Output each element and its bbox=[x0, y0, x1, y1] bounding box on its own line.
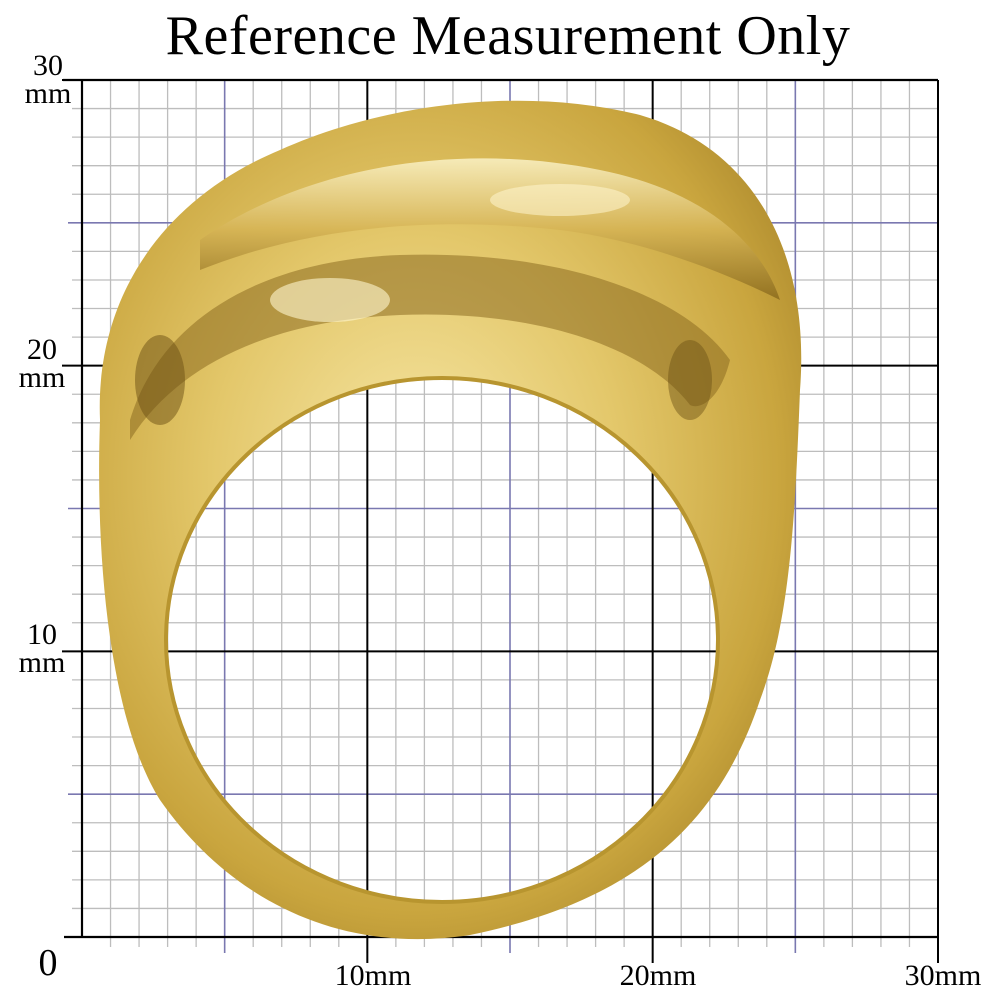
ring-top-ridge bbox=[200, 158, 780, 300]
x-label-20: 20mm bbox=[619, 959, 697, 992]
y-label-unit: mm bbox=[18, 361, 66, 394]
page-title: Reference Measurement Only bbox=[165, 5, 851, 67]
y-label-value: 20 bbox=[27, 333, 57, 366]
y-label-value: 30 bbox=[33, 49, 63, 82]
y-label-unit: mm bbox=[24, 77, 72, 110]
x-label-30: 30mm bbox=[904, 959, 982, 992]
y-label-value: 10 bbox=[27, 618, 57, 651]
x-label-10: 10mm bbox=[334, 959, 412, 992]
y-label-0: 0 bbox=[30, 944, 66, 982]
y-label-30: 30 mm bbox=[18, 49, 78, 110]
y-label-20: 20 mm bbox=[12, 333, 72, 394]
y-label-value: 0 bbox=[38, 942, 58, 984]
y-label-10: 10 mm bbox=[12, 618, 72, 679]
y-label-unit: mm bbox=[18, 646, 66, 679]
